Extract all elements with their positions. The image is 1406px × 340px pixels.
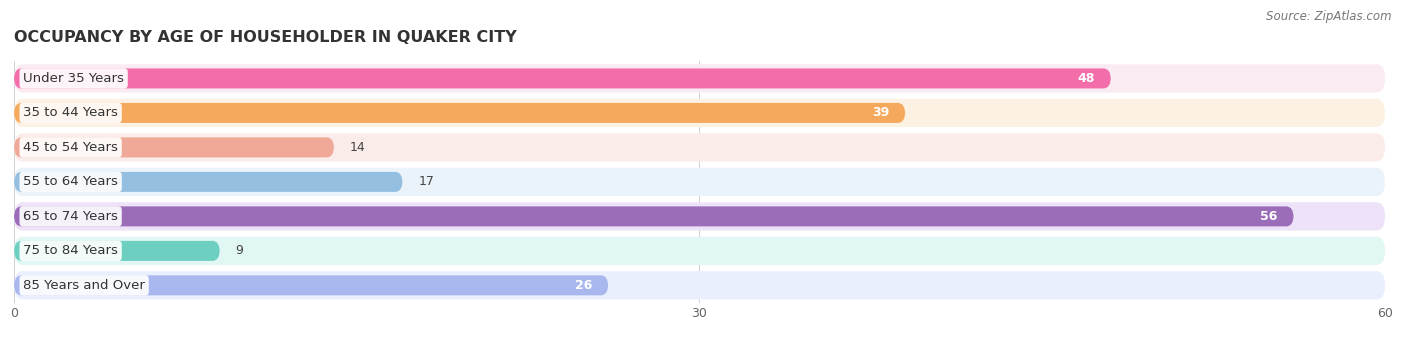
FancyBboxPatch shape	[14, 133, 1385, 162]
FancyBboxPatch shape	[14, 64, 1385, 92]
Text: 75 to 84 Years: 75 to 84 Years	[22, 244, 118, 257]
Text: 26: 26	[575, 279, 592, 292]
Text: 35 to 44 Years: 35 to 44 Years	[22, 106, 118, 119]
Text: Source: ZipAtlas.com: Source: ZipAtlas.com	[1267, 10, 1392, 23]
Text: OCCUPANCY BY AGE OF HOUSEHOLDER IN QUAKER CITY: OCCUPANCY BY AGE OF HOUSEHOLDER IN QUAKE…	[14, 30, 517, 45]
FancyBboxPatch shape	[14, 168, 1385, 196]
FancyBboxPatch shape	[14, 275, 609, 295]
Text: 45 to 54 Years: 45 to 54 Years	[22, 141, 118, 154]
FancyBboxPatch shape	[14, 137, 335, 157]
FancyBboxPatch shape	[14, 271, 1385, 300]
Text: Under 35 Years: Under 35 Years	[22, 72, 124, 85]
Text: 85 Years and Over: 85 Years and Over	[22, 279, 145, 292]
Text: 48: 48	[1077, 72, 1095, 85]
FancyBboxPatch shape	[14, 202, 1385, 231]
FancyBboxPatch shape	[14, 103, 905, 123]
Text: 17: 17	[419, 175, 434, 188]
FancyBboxPatch shape	[14, 99, 1385, 127]
Text: 14: 14	[350, 141, 366, 154]
FancyBboxPatch shape	[14, 68, 1111, 88]
FancyBboxPatch shape	[14, 172, 402, 192]
Text: 65 to 74 Years: 65 to 74 Years	[22, 210, 118, 223]
Text: 56: 56	[1260, 210, 1278, 223]
Text: 9: 9	[236, 244, 243, 257]
Text: 39: 39	[872, 106, 889, 119]
FancyBboxPatch shape	[14, 206, 1294, 226]
FancyBboxPatch shape	[14, 237, 1385, 265]
Text: 55 to 64 Years: 55 to 64 Years	[22, 175, 118, 188]
FancyBboxPatch shape	[14, 241, 219, 261]
